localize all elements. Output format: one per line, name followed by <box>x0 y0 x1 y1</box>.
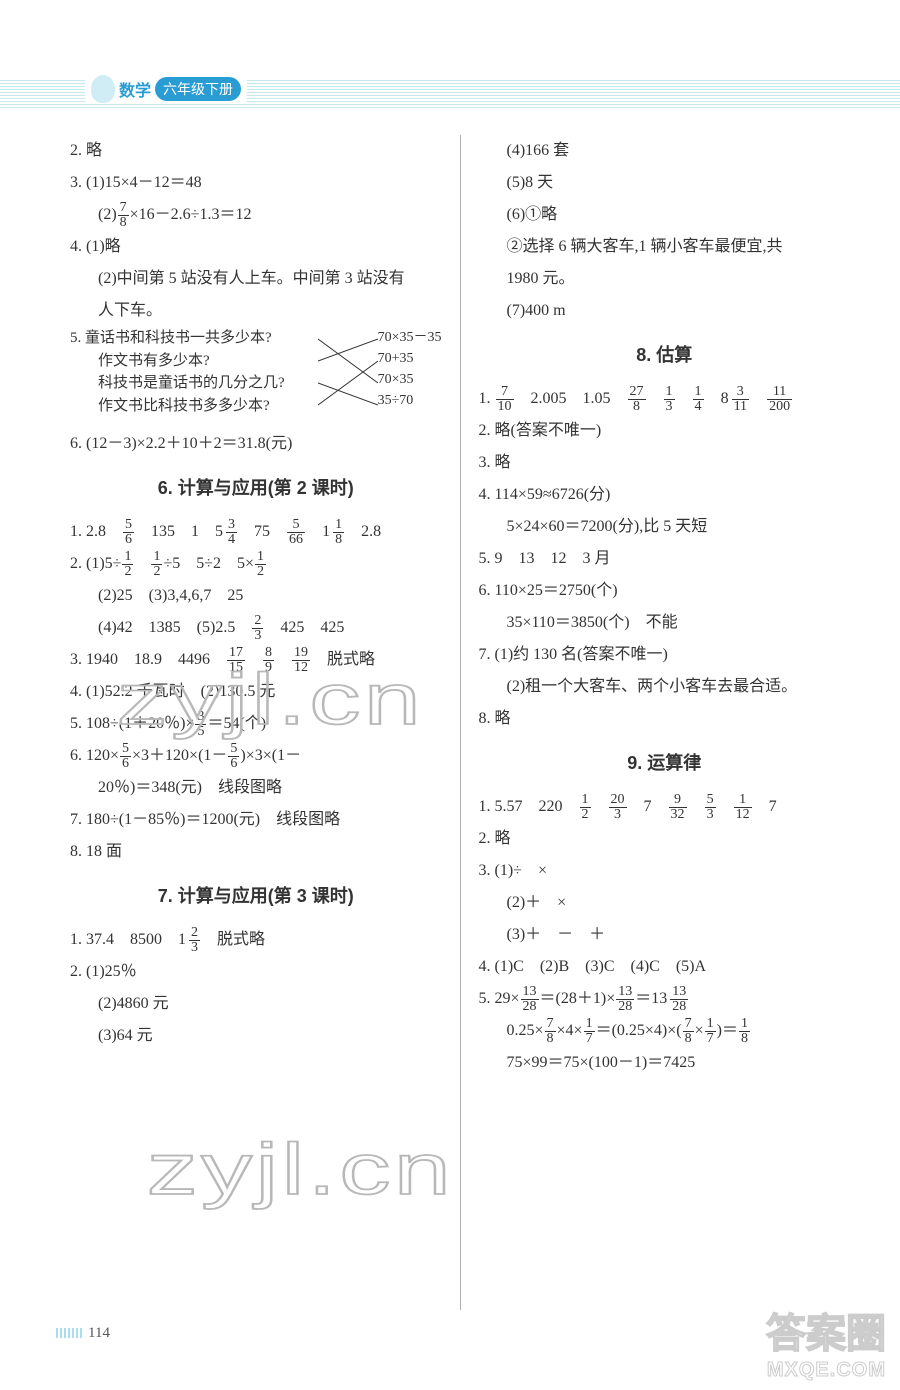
match-questions: 5. 童话书和科技书一共多少本? 作文书有多少本? 科技书是童话书的几分之几? … <box>70 327 318 428</box>
ans-4a: 4. (1)略 <box>70 231 442 263</box>
s8-7a: 7. (1)约 130 名(答案不唯一) <box>479 639 851 671</box>
s6-6b: 20％)＝348(元) 线段图略 <box>70 772 442 804</box>
s9-5a: 5. 29×1328＝(28＋1)×1328＝131328 <box>479 983 851 1015</box>
s6-4: 4. (1)52.2 千瓦时 (2)130.5 元 <box>70 676 442 708</box>
r6c: 1980 元。 <box>479 263 851 295</box>
s9-2: 2. 略 <box>479 823 851 855</box>
s8-1: 1. 710 2.005 1.05 278 13 14 8311 11200 <box>479 383 851 415</box>
r6b: ②选择 6 辆大客车,1 辆小客车最便宜,共 <box>479 231 851 263</box>
s7-2a: 2. (1)25％ <box>70 956 442 988</box>
corner-cn: 答案圈 <box>766 1301 886 1359</box>
s6-5: 5. 108÷(1＋20％)×35＝54(个) <box>70 708 442 740</box>
page-dots-icon <box>56 1328 84 1338</box>
page-number: 114 <box>88 1325 110 1342</box>
header-badge: 数学 六年级下册 <box>85 75 247 103</box>
r7: (7)400 m <box>479 295 851 327</box>
s9-1: 1. 5.57 220 12 203 7 932 53 112 7 <box>479 791 851 823</box>
s9-5b: 0.25×78×4×17＝(0.25×4)×(78×17)＝18 <box>479 1015 851 1047</box>
ans-3a: 3. (1)15×4－12＝48 <box>70 167 442 199</box>
s8-4b: 5×24×60＝7200(分),比 5 天短 <box>479 511 851 543</box>
s6-2a: 2. (1)5÷12 12÷5 5÷2 5×12 <box>70 548 442 580</box>
subject-label: 数学 <box>119 77 151 101</box>
s8-6b: 35×110＝3850(个) 不能 <box>479 607 851 639</box>
right-column: (4)166 套 (5)8 天 (6)①略 ②选择 6 辆大客车,1 辆小客车最… <box>461 135 851 1310</box>
ans-3b: (2)78×16－2.6÷1.3＝12 <box>70 199 442 231</box>
section-8-heading: 8. 估算 <box>479 337 851 373</box>
ans-6: 6. (12－3)×2.2＋10＋2＝31.8(元) <box>70 428 442 460</box>
section-7-heading: 7. 计算与应用(第 3 课时) <box>70 878 442 914</box>
s9-5c: 75×99＝75×(100－1)＝7425 <box>479 1047 851 1079</box>
s7-1: 1. 37.4 8500 123 脱式略 <box>70 924 442 956</box>
s6-7: 7. 180÷(1－85％)＝1200(元) 线段图略 <box>70 804 442 836</box>
s8-6a: 6. 110×25＝2750(个) <box>479 575 851 607</box>
s8-5: 5. 9 13 12 3 月 <box>479 543 851 575</box>
match-block: 5. 童话书和科技书一共多少本? 作文书有多少本? 科技书是童话书的几分之几? … <box>70 327 442 428</box>
s8-7b: (2)租一个大客车、两个小客车去最合适。 <box>479 671 851 703</box>
bear-icon <box>91 75 115 103</box>
corner-url: MXQE.COM <box>766 1359 886 1382</box>
left-column: 2. 略 3. (1)15×4－12＝48 (2)78×16－2.6÷1.3＝1… <box>70 135 461 1310</box>
section-9-heading: 9. 运算律 <box>479 745 851 781</box>
ans-4b: (2)中间第 5 站没有人上车。中间第 3 站没有 <box>70 263 442 295</box>
r5: (5)8 天 <box>479 167 851 199</box>
s8-3: 3. 略 <box>479 447 851 479</box>
s9-3b: (2)＋ × <box>479 887 851 919</box>
s6-1: 1. 2.8 56 135 1 534 75 566 118 2.8 <box>70 516 442 548</box>
s6-2c: (4)42 1385 (5)2.5 23 425 425 <box>70 612 442 644</box>
content-area: 2. 略 3. (1)15×4－12＝48 (2)78×16－2.6÷1.3＝1… <box>70 135 850 1310</box>
match-lines <box>318 327 378 428</box>
s9-3a: 3. (1)÷ × <box>479 855 851 887</box>
s7-2c: (3)64 元 <box>70 1020 442 1052</box>
grade-pill: 六年级下册 <box>155 77 241 101</box>
s6-6a: 6. 120×56×3＋120×(1－56)×3×(1－ <box>70 740 442 772</box>
r4: (4)166 套 <box>479 135 851 167</box>
corner-badge: 答案圈 MXQE.COM <box>766 1301 886 1382</box>
s8-8: 8. 略 <box>479 703 851 735</box>
s8-2: 2. 略(答案不唯一) <box>479 415 851 447</box>
section-6-heading: 6. 计算与应用(第 2 课时) <box>70 470 442 506</box>
s6-3: 3. 1940 18.9 4496 1715 89 1912 脱式略 <box>70 644 442 676</box>
s9-4: 4. (1)C (2)B (3)C (4)C (5)A <box>479 951 851 983</box>
s6-2b: (2)25 (3)3,4,6,7 25 <box>70 580 442 612</box>
ans-2: 2. 略 <box>70 135 442 167</box>
s6-8: 8. 18 面 <box>70 836 442 868</box>
r6a: (6)①略 <box>479 199 851 231</box>
s8-4a: 4. 114×59≈6726(分) <box>479 479 851 511</box>
fraction: 78 <box>118 201 129 230</box>
s9-3c: (3)＋ － ＋ <box>479 919 851 951</box>
match-answers: 70×35－35 70+35 70×35 35÷70 <box>378 327 442 428</box>
ans-4c: 人下车。 <box>70 295 442 327</box>
s7-2b: (2)4860 元 <box>70 988 442 1020</box>
